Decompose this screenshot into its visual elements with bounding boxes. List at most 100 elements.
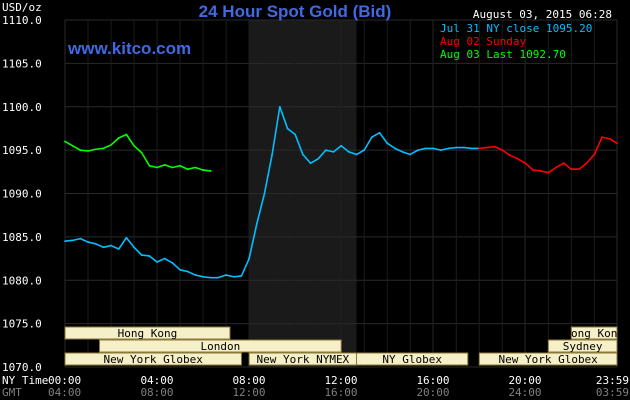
series-point — [194, 274, 197, 276]
series-point — [209, 276, 212, 279]
x-tick-label-ny: 08:00 — [232, 374, 265, 387]
series-point — [71, 144, 74, 147]
series-point — [294, 133, 297, 136]
grid-lines — [64, 19, 618, 368]
y-tick-label: 1090.0 — [2, 188, 42, 201]
session-label: London — [200, 340, 240, 353]
series-point — [140, 151, 143, 154]
series-point — [555, 166, 557, 169]
x-tick-label-gmt: 12:00 — [232, 386, 265, 399]
x-tick-label-ny: 20:00 — [508, 374, 541, 387]
series-point — [194, 166, 197, 169]
session-bar — [64, 326, 231, 340]
series-point — [608, 137, 611, 140]
series-point — [486, 146, 488, 149]
y-tick-label: 1070.0 — [2, 361, 42, 374]
series-point — [370, 136, 373, 139]
x-tick-label-gmt: 04:00 — [48, 386, 81, 399]
series-point — [94, 242, 97, 245]
series-point — [409, 153, 412, 156]
y-tick-label: 1105.0 — [2, 57, 42, 70]
series-point — [248, 257, 251, 260]
series-point — [171, 166, 174, 169]
series-point — [186, 168, 189, 171]
series-point — [148, 164, 151, 167]
x-tick-label-ny: 12:00 — [324, 374, 357, 387]
session-bar — [570, 326, 618, 340]
series-point — [493, 145, 496, 148]
series-point — [386, 142, 389, 145]
y-axis-ticks: 1110.0 1105.0 1100.0 1095.0 1090.0 1085.0 1080… — [2, 14, 42, 374]
series-point — [355, 153, 358, 156]
series-point — [110, 244, 112, 247]
series-point — [110, 144, 112, 146]
series-point — [186, 270, 189, 273]
x-axis-ticks: 00:0004:0004:0008:0008:0012:0012:0016:00… — [48, 374, 629, 399]
series-point — [202, 169, 204, 171]
series-point — [378, 131, 381, 134]
session-bar — [356, 352, 469, 366]
legend: Jul 31 NY close 1095.20 Aug 02 Sunday Au… — [440, 22, 592, 61]
series-point — [71, 239, 74, 242]
x-tick-label-gmt: 24:00 — [508, 386, 541, 399]
series-point — [539, 170, 542, 172]
session-label: New York Globex — [104, 353, 204, 366]
series-point — [125, 133, 128, 136]
series-point — [340, 144, 343, 147]
series-point — [117, 137, 120, 139]
series-point — [271, 153, 274, 156]
legend-entry-aug03: Aug 03 Last 1092.70 — [440, 48, 566, 61]
series-point — [585, 162, 588, 165]
series-point — [64, 240, 66, 243]
series-point — [140, 254, 143, 256]
y-tick-label: 1110.0 — [2, 14, 42, 27]
site-link[interactable]: www.kitco.com — [67, 39, 191, 58]
session-label: New York Globex — [498, 353, 598, 366]
series-point — [64, 140, 66, 143]
series-point — [202, 275, 204, 278]
series-point — [286, 127, 289, 130]
series-point — [516, 157, 519, 160]
series-point — [171, 262, 174, 264]
series-point — [87, 150, 89, 152]
x-tick-label-ny: 04:00 — [140, 374, 173, 387]
series-point — [509, 154, 511, 157]
series-point — [156, 166, 158, 169]
series-point — [562, 162, 565, 165]
series-lines — [64, 105, 618, 279]
series-point — [117, 248, 120, 250]
series-point — [324, 149, 327, 152]
series-point — [347, 150, 350, 153]
x-tick-label-ny: 23:59 — [596, 374, 629, 387]
series-point — [417, 149, 419, 152]
series-point — [125, 236, 128, 239]
series-point — [309, 162, 312, 165]
x-axis-label-ny: NY Time — [2, 374, 48, 387]
series-point — [601, 136, 603, 139]
series-point — [255, 222, 258, 225]
series-point — [440, 149, 442, 152]
x-tick-label-gmt: 08:00 — [140, 386, 173, 399]
series-point — [455, 146, 458, 149]
x-axis-label-gmt: GMT — [2, 386, 22, 399]
series-point — [156, 261, 158, 263]
series-point — [463, 146, 465, 149]
chart-title: 24 Hour Spot Gold (Bid) — [199, 2, 392, 21]
legend-entry-aug02: Aug 02 Sunday — [440, 35, 526, 48]
y-tick-label: 1080.0 — [2, 274, 42, 287]
session-bar — [478, 352, 618, 366]
unit-label: USD/oz — [2, 1, 42, 14]
session-label: Hong Kong — [564, 327, 624, 340]
series-point — [393, 147, 396, 150]
legend-entry-jul31: Jul 31 NY close 1095.20 — [440, 22, 592, 35]
x-tick-label-ny: 00:00 — [48, 374, 81, 387]
series-point — [217, 276, 220, 279]
series-point — [240, 275, 243, 277]
session-label: Sydney — [563, 340, 603, 353]
series-point — [278, 105, 281, 108]
series-point — [363, 149, 366, 152]
series-point — [301, 153, 304, 156]
y-tick-label: 1095.0 — [2, 144, 42, 157]
